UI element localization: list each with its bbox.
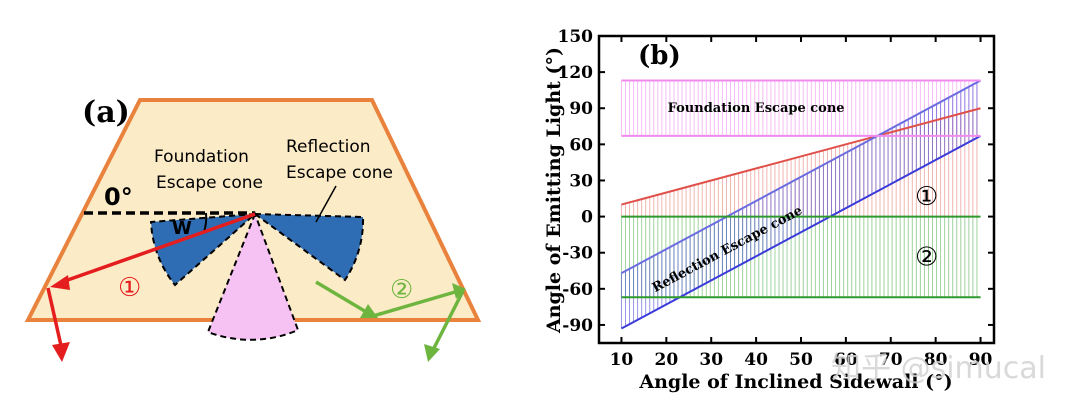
x-tick-label-80: 80 — [924, 350, 948, 370]
x-tick-label-30: 30 — [699, 350, 723, 370]
reflection-label-line2: Escape cone — [286, 163, 393, 183]
tick-layer: 10 20 30 40 50 60 70 80 90 -90 -60 -30 0 30 60 90 120 150 — [558, 27, 994, 370]
series-blue_lower — [620, 135, 982, 330]
x-tick-label-20: 20 — [654, 350, 678, 370]
foundation-label-line2: Escape cone — [156, 173, 263, 193]
ray-2-exit-arrowhead — [424, 344, 440, 362]
y-tick-label-90: 90 — [569, 99, 593, 119]
reflection-label-line1: Reflection — [286, 137, 371, 157]
panel-b-label: (b) — [638, 41, 681, 71]
x-tick-label-50: 50 — [789, 350, 813, 370]
ray-1-exit — [46, 287, 64, 351]
y-tick-label--90: -90 — [562, 316, 593, 336]
ray-2-reflected-arrowhead — [452, 283, 466, 299]
hatch-blue-band — [620, 82, 978, 329]
band-label-foundation: Foundation Escape cone — [668, 101, 845, 116]
x-tick-label-40: 40 — [744, 350, 768, 370]
ray-1-incident — [61, 212, 256, 284]
reflection-escape-cone-right — [251, 212, 365, 282]
watermark: 知乎 @simucal — [831, 351, 1046, 386]
foundation-label-line1: Foundation — [154, 147, 249, 167]
panel-a-diagram: (a) 0° W Foundation Escape cone Reflecti… — [24, 95, 482, 362]
zero-degree-label: 0° — [104, 183, 133, 211]
ray-2-exit — [431, 290, 465, 351]
reflection-escape-cone-left — [149, 212, 258, 287]
foundation-escape-cone — [206, 211, 300, 341]
reflection-label-pointer — [315, 185, 337, 223]
series-layer — [620, 79, 982, 330]
x-axis-label: Angle of Inclined Sidewall (°) — [638, 371, 952, 393]
y-tick-label-60: 60 — [569, 135, 593, 155]
y-tick-label-150: 150 — [558, 27, 594, 47]
x-tick-label-70: 70 — [879, 350, 903, 370]
trapezoid-body — [24, 98, 482, 322]
ray-1-arrowhead — [50, 275, 70, 290]
series-red_line — [621, 107, 981, 206]
region-label-2: ② — [915, 242, 938, 272]
region-label-1: ① — [915, 182, 938, 212]
ray-2-marker: ② — [390, 275, 413, 305]
panel-b-chart: 10 20 30 40 50 60 70 80 90 -90 -60 -30 0 30 60 90 120 150… — [543, 27, 996, 393]
plot-frame — [597, 34, 996, 345]
x-tick-label-60: 60 — [834, 350, 858, 370]
panel-a-label: (a) — [82, 95, 130, 130]
ray-1-exit-arrowhead — [52, 342, 70, 362]
series-blue_upper — [620, 79, 982, 275]
ray-2-incident — [315, 280, 369, 315]
y-tick-label--60: -60 — [562, 280, 593, 300]
ray-1-marker: ① — [118, 273, 141, 303]
y-tick-label-120: 120 — [558, 63, 594, 83]
y-tick-label-30: 30 — [569, 171, 593, 191]
y-axis-label: Angle of Emitting Light (°) — [543, 47, 565, 334]
x-tick-label-90: 90 — [969, 350, 993, 370]
w-label: W — [172, 218, 192, 239]
y-tick-label--30: -30 — [562, 244, 593, 264]
x-tick-label-10: 10 — [610, 350, 634, 370]
y-tick-label-0: 0 — [581, 208, 593, 228]
ray-2-reflected — [372, 290, 456, 318]
